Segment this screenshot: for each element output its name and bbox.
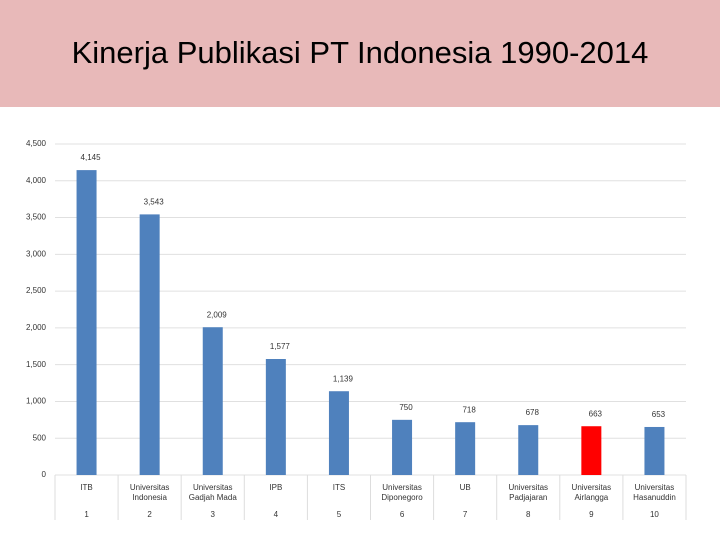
rank-label: 7 bbox=[463, 510, 468, 519]
x-tick-label: Universitas bbox=[382, 483, 422, 492]
x-tick-label: Indonesia bbox=[132, 493, 167, 502]
rank-label: 5 bbox=[337, 510, 342, 519]
y-tick-label: 4,000 bbox=[26, 176, 47, 185]
value-label: 678 bbox=[526, 408, 540, 417]
bar bbox=[265, 359, 286, 475]
x-tick-label: Hasanuddin bbox=[633, 493, 676, 502]
y-tick-label: 0 bbox=[42, 470, 47, 479]
x-tick-label: Universitas bbox=[193, 483, 233, 492]
y-tick-label: 1,500 bbox=[26, 360, 47, 369]
x-tick-label: Padjajaran bbox=[509, 493, 547, 502]
rank-label: 6 bbox=[400, 510, 405, 519]
value-label: 653 bbox=[652, 410, 666, 419]
value-label: 2,009 bbox=[207, 310, 228, 319]
bar bbox=[455, 422, 476, 475]
x-tick-label: Airlangga bbox=[574, 493, 608, 502]
rank-label: 1 bbox=[84, 510, 89, 519]
bar bbox=[581, 426, 602, 475]
bar bbox=[392, 419, 413, 475]
value-label: 1,139 bbox=[333, 374, 354, 383]
x-tick-label: IPB bbox=[269, 483, 282, 492]
y-tick-label: 2,500 bbox=[26, 286, 47, 295]
value-label: 4,145 bbox=[81, 153, 102, 162]
rank-label: 4 bbox=[274, 510, 279, 519]
x-tick-label: Gadjah Mada bbox=[189, 493, 238, 502]
rank-label: 8 bbox=[526, 510, 531, 519]
bar bbox=[644, 426, 665, 475]
x-tick-label: ITS bbox=[333, 483, 345, 492]
y-tick-label: 4,500 bbox=[26, 139, 47, 148]
rank-label: 10 bbox=[650, 510, 659, 519]
value-label: 1,577 bbox=[270, 342, 291, 351]
x-tick-label: Universitas bbox=[130, 483, 170, 492]
x-tick-label: Diponegoro bbox=[381, 493, 423, 502]
value-label: 750 bbox=[399, 403, 413, 412]
slide-title: Kinerja Publikasi PT Indonesia 1990-2014 bbox=[72, 35, 649, 70]
value-label: 718 bbox=[462, 405, 476, 414]
y-tick-label: 3,500 bbox=[26, 213, 47, 222]
bar bbox=[518, 425, 539, 475]
y-tick-label: 2,000 bbox=[26, 323, 47, 332]
x-tick-label: UB bbox=[460, 483, 471, 492]
y-tick-label: 1,000 bbox=[26, 397, 47, 406]
x-tick-label: Universitas bbox=[572, 483, 612, 492]
rank-label: 3 bbox=[211, 510, 216, 519]
bar bbox=[139, 214, 160, 475]
x-tick-label: ITB bbox=[80, 483, 92, 492]
x-tick-label: Universitas bbox=[635, 483, 675, 492]
value-label: 3,543 bbox=[144, 198, 165, 207]
bar bbox=[202, 327, 223, 475]
x-tick-label: Universitas bbox=[508, 483, 548, 492]
bar bbox=[328, 391, 349, 475]
y-tick-label: 500 bbox=[33, 433, 47, 442]
value-label: 663 bbox=[589, 409, 603, 418]
rank-label: 9 bbox=[589, 510, 594, 519]
rank-label: 2 bbox=[147, 510, 152, 519]
bar bbox=[76, 170, 97, 475]
y-tick-label: 3,000 bbox=[26, 249, 47, 258]
title-banner bbox=[0, 0, 720, 107]
